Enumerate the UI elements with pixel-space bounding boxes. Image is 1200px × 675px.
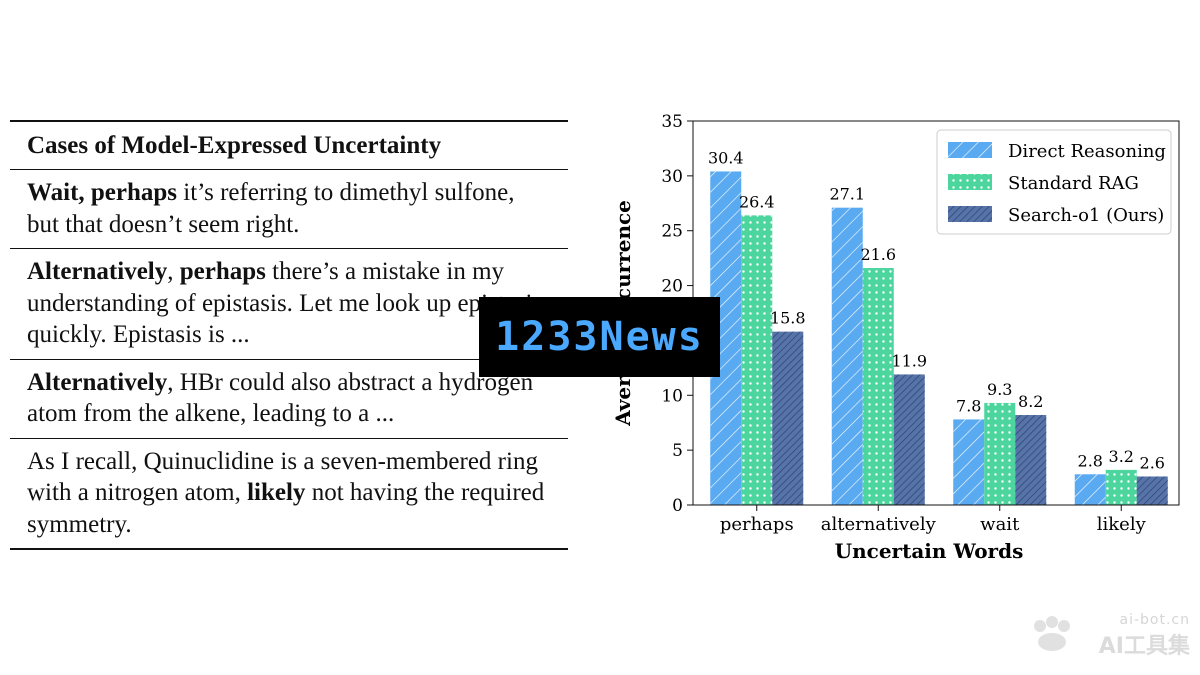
data-label: 27.1 xyxy=(829,185,865,204)
x-tick-label: wait xyxy=(980,514,1020,535)
y-tick-label: 20 xyxy=(661,277,683,297)
bar-pattern xyxy=(862,268,894,505)
y-tick-label: 30 xyxy=(661,167,683,187)
case-text: As I recall, Quinuclidine is a seven-mem… xyxy=(27,447,538,507)
case-text: not having the required symmetry. xyxy=(27,479,545,538)
x-tick-label: alternatively xyxy=(821,514,937,535)
bar-pattern xyxy=(1105,469,1137,505)
bar-pattern xyxy=(1015,415,1047,505)
case-row: Wait, perhaps it’s referring to dimethyl… xyxy=(10,170,568,248)
data-label: 3.2 xyxy=(1109,447,1134,466)
legend-swatch-pattern xyxy=(948,206,992,222)
y-tick-label: 35 xyxy=(661,112,683,132)
table-bottom-rule xyxy=(10,548,568,550)
bold-keyword: perhaps xyxy=(179,258,266,285)
legend-swatch-pattern xyxy=(948,174,992,190)
y-tick-label: 25 xyxy=(661,222,683,242)
case-row: Alternatively, HBr could also abstract a… xyxy=(10,360,568,438)
legend-swatch-pattern xyxy=(948,142,992,158)
case-text: , xyxy=(167,258,180,285)
table-header: Cases of Model-Expressed Uncertainty xyxy=(27,132,442,159)
legend-label: Direct Reasoning xyxy=(1008,141,1166,162)
chart-legend: Direct Reasoning Standard RAG Search-o1 (O… xyxy=(936,129,1172,235)
bar-pattern xyxy=(831,207,863,505)
bar-pattern xyxy=(1136,476,1168,505)
data-label: 11.9 xyxy=(891,351,927,370)
bar-pattern xyxy=(1074,474,1106,505)
data-label: 8.2 xyxy=(1018,392,1043,411)
bold-keyword: Wait, perhaps xyxy=(27,179,178,206)
watermark: ai-bot.cn AI工具集 xyxy=(1030,612,1190,659)
data-label: 2.8 xyxy=(1078,451,1103,470)
bold-keyword: Alternatively xyxy=(27,368,168,396)
bar-pattern xyxy=(741,215,773,505)
case-text: , HBr could also abstract a hydrogen ato… xyxy=(27,368,534,428)
x-axis-label: Uncertain Words xyxy=(835,539,1024,563)
news-banner-text: 1233News xyxy=(495,314,704,360)
row-rule xyxy=(10,248,568,249)
table-header-rule xyxy=(10,169,568,170)
table-top-rule xyxy=(10,120,568,122)
case-text: it’s referring to dimethyl sulfone, but … xyxy=(27,179,515,238)
bar-pattern xyxy=(893,374,925,505)
legend-label: Search-o1 (Ours) xyxy=(1008,205,1164,226)
watermark-url: ai-bot.cn xyxy=(1119,612,1190,628)
row-rule xyxy=(10,358,568,360)
legend-box xyxy=(936,129,1172,235)
data-label: 15.8 xyxy=(770,309,806,328)
data-label: 21.6 xyxy=(860,245,896,264)
news-banner-overlay: 1233News xyxy=(479,297,720,377)
uncertainty-cases-table: Cases of Model-Expressed Uncertainty Wai… xyxy=(10,120,568,550)
data-label: 9.3 xyxy=(987,380,1012,399)
data-label: 7.8 xyxy=(956,396,981,415)
data-label: 30.4 xyxy=(708,148,744,167)
case-row: As I recall, Quinuclidine is a seven-mem… xyxy=(10,439,568,549)
y-tick-label: 10 xyxy=(661,386,683,406)
y-tick-label: 0 xyxy=(672,496,683,516)
y-tick-label: 5 xyxy=(672,441,683,461)
paw-logo-icon xyxy=(1034,616,1070,651)
bar-pattern xyxy=(772,331,804,505)
row-rule xyxy=(10,437,568,439)
bold-keyword: Alternatively xyxy=(27,258,168,285)
legend-label: Standard RAG xyxy=(1008,173,1139,194)
bar-pattern xyxy=(984,402,1016,505)
x-tick-label: likely xyxy=(1097,514,1147,535)
bar-pattern xyxy=(953,419,985,505)
case-row: Alternatively, perhaps there’s a mistake… xyxy=(10,249,568,359)
case-text: there’s a mistake in my understanding of… xyxy=(27,258,543,348)
bold-keyword: likely xyxy=(247,479,306,506)
watermark-name: AI工具集 xyxy=(1098,634,1190,659)
x-tick-label: perhaps xyxy=(720,514,794,535)
data-label: 2.6 xyxy=(1140,453,1165,472)
data-label: 26.4 xyxy=(739,192,775,211)
